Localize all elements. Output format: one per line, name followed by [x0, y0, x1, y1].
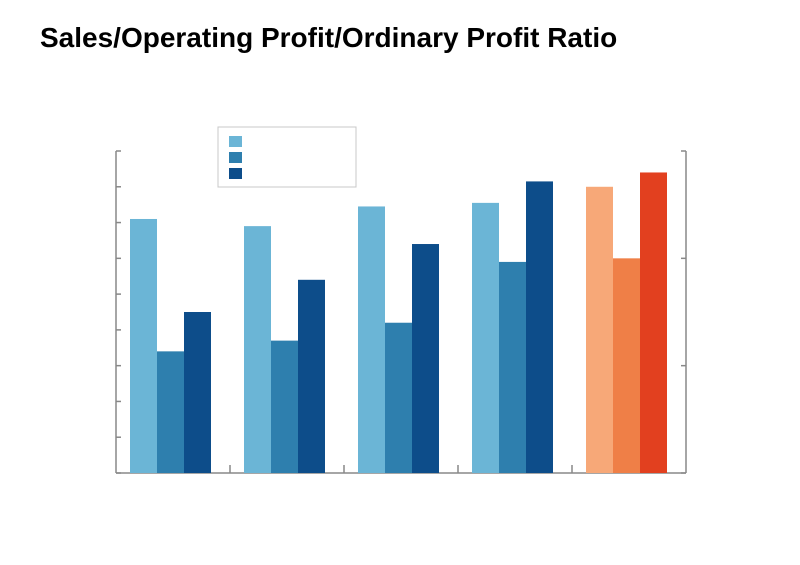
bar	[298, 279, 325, 473]
bar	[271, 340, 298, 473]
bar	[412, 244, 439, 473]
bar	[586, 186, 613, 473]
legend-swatch	[229, 168, 242, 179]
bar	[499, 261, 526, 473]
chart-title: Sales/Operating Profit/Ordinary Profit R…	[40, 22, 618, 53]
bar	[472, 202, 499, 473]
legend-swatch	[229, 136, 242, 147]
bar	[244, 226, 271, 473]
bar	[640, 172, 667, 473]
bar	[184, 312, 211, 473]
bar	[526, 181, 553, 473]
bar	[385, 322, 412, 473]
legend-swatch	[229, 152, 242, 163]
bar	[358, 206, 385, 473]
bar	[613, 258, 640, 473]
bar	[130, 218, 157, 473]
bar	[157, 351, 184, 473]
